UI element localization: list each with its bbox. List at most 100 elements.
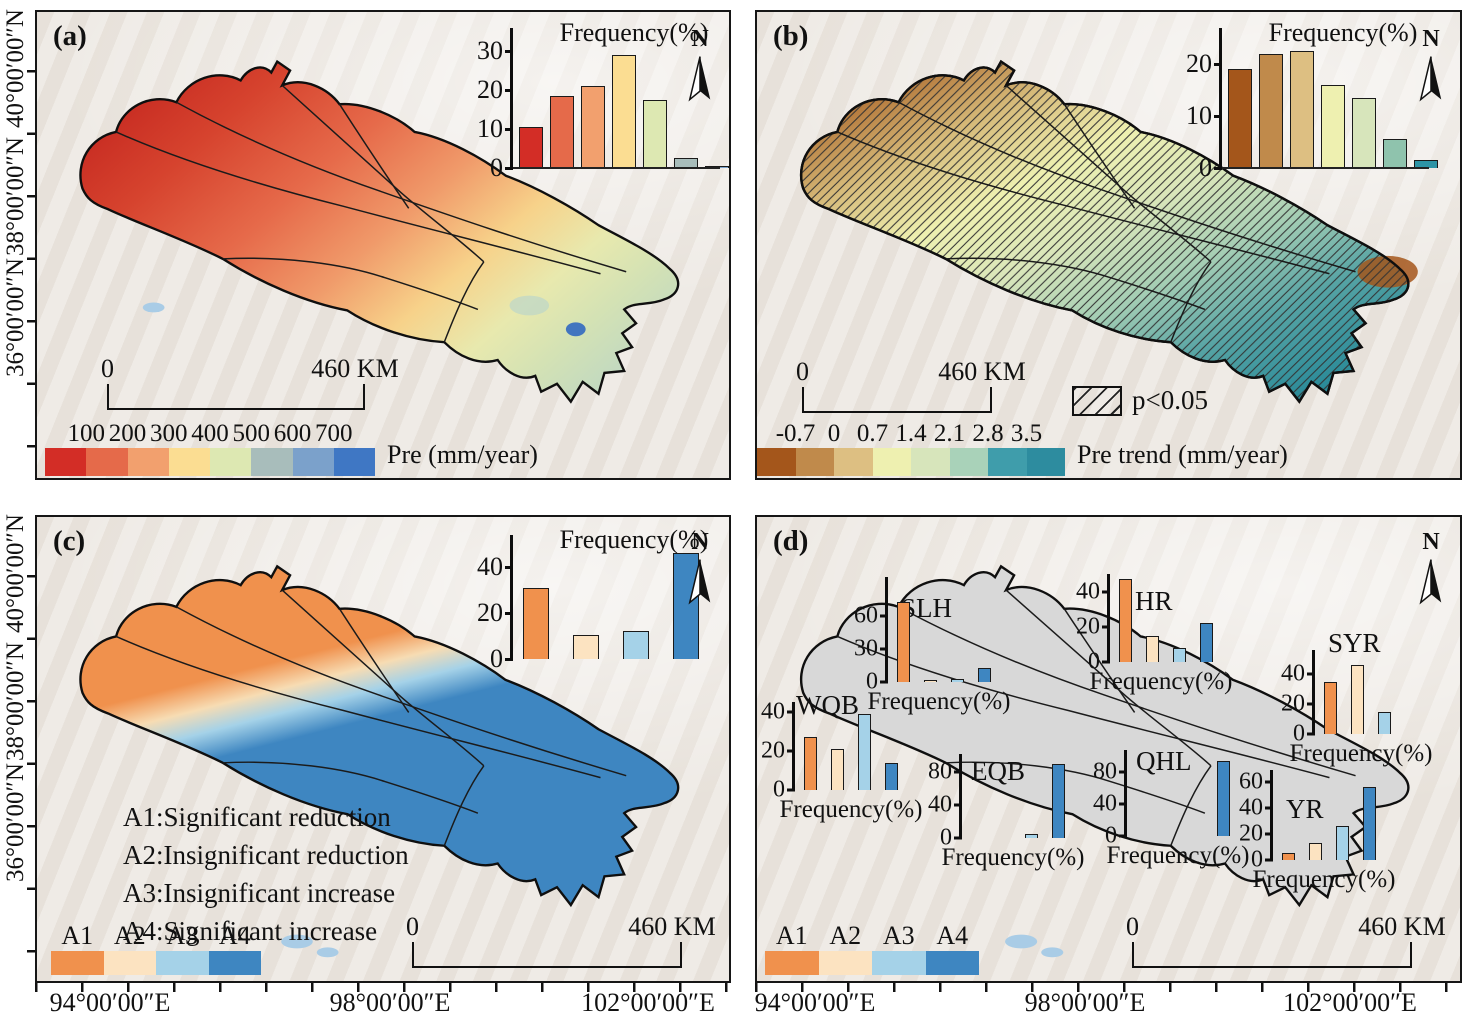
bar-100 [519,127,543,168]
colorbar-label: A1 [775,921,808,950]
bar-1.4 [1321,85,1345,168]
colorbar-swatch [765,951,819,975]
bar-A4 [1052,763,1065,838]
lake [142,302,165,313]
basin-name-syr: SYR [1328,628,1381,658]
chart-plot: 0 30 60 [854,577,1001,695]
colorbar-swatch [1026,448,1065,476]
north-arrow: N [1414,529,1448,612]
bar-A1 [897,602,910,682]
bar-A1 [523,587,549,659]
bar-A4 [978,667,991,682]
y-tick: 30 [854,635,888,662]
y-tick: 40 [1239,794,1273,821]
y-tick: 0 [1105,823,1127,850]
y-tick: 10 [477,114,513,144]
lake [1005,934,1038,949]
chart-plot: 0 20 40 [761,698,918,803]
bars [1273,770,1386,860]
bar-A3 [1025,833,1038,838]
colorbar-swatches [757,448,1065,476]
bar-2.8 [1383,139,1407,168]
colorbar-swatches [765,951,979,975]
bars [1127,750,1240,836]
colorbar-swatch [925,951,979,975]
bars [795,702,918,790]
scale-start: 0 [101,354,114,383]
class-def-a3: A3:Insignificant increase [123,878,396,908]
y-tick: 20 [477,75,513,105]
colorbar-swatch [818,951,872,975]
colorbar-swatch [949,448,988,476]
scale-start: 0 [796,357,809,386]
colorbar-label: 1.4 [895,420,927,447]
bars [962,754,1075,838]
colorbar-swatch [251,448,293,476]
bar-0 [1259,53,1283,168]
colorbar-labels: A1 A2 A3 A4 [765,921,979,951]
panel-d: (d) N SLH Frequency(%) 0 30 60 HR Frequenc… [755,515,1462,983]
north-arrow-icon [688,56,711,102]
lat-label-38n-top: 38°00′00″N [2,137,29,257]
bar-300 [581,86,605,168]
colorbar-swatch [795,448,834,476]
lake [1041,947,1064,958]
scale-bracket [1132,942,1412,968]
wqb-frequency-chart: WQB Frequency(%) 0 20 40 [748,690,928,830]
bar-A2 [1309,843,1322,860]
north-label: N [691,529,709,555]
colorbar-swatches [51,951,261,975]
north-arrow-icon [688,559,711,605]
y-tick: 0 [490,644,513,674]
chart-title: Frequency(%) [559,525,709,554]
bar-A4 [885,762,898,790]
bar-A4 [1217,761,1230,836]
colorbar-swatches [45,448,375,476]
lon-label-102e-right: 102°00′00″E [1283,988,1417,1017]
colorbar-label: 0.7 [856,420,889,447]
colorbar-label: 600 [273,420,312,447]
chart-title: Frequency(%) [867,688,1011,715]
bars [1315,650,1418,734]
colorbar-label: 0 [827,420,841,447]
panel-b-frequency-chart: Frequency(%) 0 10 20 [1173,18,1459,182]
y-tick: 40 [1281,661,1315,688]
colorbar-swatch [45,448,87,476]
colorbar-swatch [834,448,873,476]
bar-A3 [1173,647,1186,662]
colorbar-swatch [210,448,252,476]
y-tick: 40 [477,552,513,582]
panel-b: (b) Frequency(%) 0 10 20 N 0 460 KM p<0.05… [755,10,1462,480]
y-tick: 20 [1076,613,1110,640]
sub-basin-map [799,565,1410,958]
colorbar-label: 200 [108,420,147,447]
pre-trend-map [799,60,1418,403]
colorbar-swatch [872,951,926,975]
lon-label-98e-left: 98°00′00″E [329,988,451,1017]
hatch-swatch [1072,385,1122,416]
trend-colorbar: -0.7 0 0.7 1.4 2.1 2.8 3.5 [757,418,1065,476]
scale-bar: 0 460 KM [1126,912,1446,968]
trend-colorbar-caption: Pre trend (mm/year) [1077,440,1288,469]
y-tick: 0 [1293,721,1315,748]
colorbar-label: A4 [218,921,251,950]
y-tick: 80 [928,759,962,786]
y-tick: 0 [866,669,888,696]
colorbar-labels: 100 200 300 400 500 600 700 [45,418,375,448]
bar-A1 [1119,579,1132,662]
colorbar-label: A1 [61,921,94,950]
chart-title: Frequency(%) [1106,842,1250,869]
colorbar-swatch [911,448,950,476]
chart-plot: 0 40 80 [1093,750,1240,849]
y-tick: 10 [1186,101,1222,131]
y-tick: 0 [1199,153,1222,183]
bar-A4 [1200,623,1213,662]
lon-label-98e-right: 98°00′00″E [1024,988,1146,1017]
slh-frequency-chart: SLH Frequency(%) 0 30 60 [841,571,1011,722]
bar-A2 [573,634,599,659]
bar-500 [643,99,667,168]
pre-map [79,60,680,403]
colorbar-swatch [872,448,911,476]
bar-A1 [804,737,817,790]
hatch-label: p<0.05 [1132,385,1208,415]
